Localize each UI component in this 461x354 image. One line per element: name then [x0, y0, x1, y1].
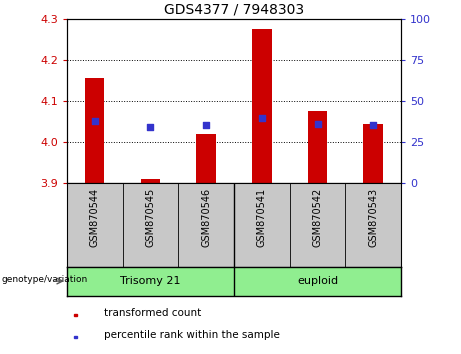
Text: GSM870542: GSM870542 — [313, 188, 323, 247]
Point — [147, 124, 154, 130]
Bar — [73, 314, 77, 316]
Text: euploid: euploid — [297, 276, 338, 286]
Text: GSM870545: GSM870545 — [145, 188, 155, 247]
Bar — [363, 124, 383, 183]
Text: Trisomy 21: Trisomy 21 — [120, 276, 181, 286]
Bar — [73, 336, 77, 338]
Text: percentile rank within the sample: percentile rank within the sample — [104, 330, 279, 340]
Bar — [308, 112, 327, 183]
Text: transformed count: transformed count — [104, 308, 201, 318]
Text: genotype/variation: genotype/variation — [1, 275, 88, 284]
Point — [370, 122, 377, 127]
Bar — [85, 79, 105, 183]
Bar — [252, 29, 272, 183]
Title: GDS4377 / 7948303: GDS4377 / 7948303 — [164, 2, 304, 16]
Point — [258, 115, 266, 121]
Text: GSM870543: GSM870543 — [368, 188, 378, 247]
Text: GSM870541: GSM870541 — [257, 188, 267, 247]
Bar — [196, 134, 216, 183]
Point — [314, 121, 321, 126]
Text: GSM870544: GSM870544 — [90, 188, 100, 247]
Point — [91, 118, 98, 124]
Text: GSM870546: GSM870546 — [201, 188, 211, 247]
Bar — [141, 179, 160, 183]
Point — [202, 122, 210, 127]
